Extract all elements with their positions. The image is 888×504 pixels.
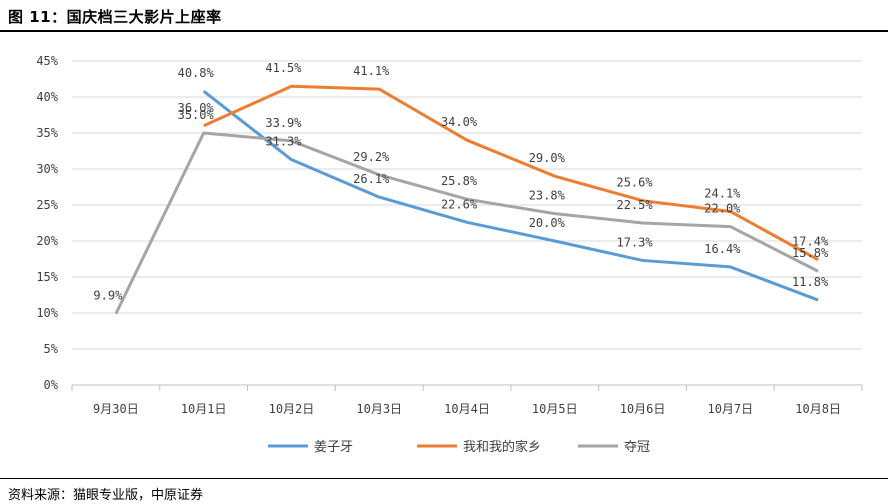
y-tick-label: 35% xyxy=(36,126,58,140)
x-tick-label: 10月5日 xyxy=(532,402,578,416)
series-line-1 xyxy=(203,84,819,262)
legend-label: 我和我的家乡 xyxy=(463,439,541,455)
data-label: 9.9% xyxy=(93,289,123,303)
data-label: 40.8% xyxy=(178,66,215,80)
data-label: 23.8% xyxy=(529,189,566,203)
legend-label: 夺冠 xyxy=(624,440,650,455)
data-label: 22.5% xyxy=(616,198,653,212)
x-tick-label: 10月4日 xyxy=(444,402,490,416)
data-label: 36.0% xyxy=(178,101,215,115)
x-tick-label: 10月1日 xyxy=(181,402,227,416)
data-label: 41.1% xyxy=(353,64,390,78)
x-tick-label: 10月2日 xyxy=(269,402,315,416)
y-tick-label: 20% xyxy=(36,234,58,248)
x-tick-label: 9月30日 xyxy=(93,402,139,416)
y-tick-label: 5% xyxy=(44,342,59,356)
data-label: 25.6% xyxy=(616,176,653,190)
data-label: 29.0% xyxy=(529,151,566,165)
y-tick-label: 15% xyxy=(36,270,58,284)
x-tick-label: 10月7日 xyxy=(707,402,753,416)
data-label: 11.8% xyxy=(792,275,829,289)
series-line-0 xyxy=(202,90,819,302)
x-tick-label: 10月3日 xyxy=(356,402,402,416)
figure-title: 图 11：国庆档三大影片上座率 xyxy=(8,8,222,26)
data-label: 17.3% xyxy=(616,235,653,249)
data-label: 17.4% xyxy=(792,235,829,249)
data-label: 33.9% xyxy=(265,116,302,130)
y-tick-label: 45% xyxy=(36,54,58,68)
data-label: 35.0% xyxy=(178,108,215,122)
y-tick-label: 10% xyxy=(36,306,58,320)
data-label: 20.0% xyxy=(529,216,566,230)
data-label: 34.0% xyxy=(441,115,478,129)
footer-divider xyxy=(0,478,888,479)
x-tick-label: 10月8日 xyxy=(795,402,841,416)
data-label: 29.2% xyxy=(353,150,390,164)
data-label: 41.5% xyxy=(265,61,302,75)
data-label: 16.4% xyxy=(704,242,741,256)
data-label: 22.6% xyxy=(441,197,478,211)
data-label: 31.3% xyxy=(265,135,302,149)
y-tick-label: 40% xyxy=(36,90,58,104)
source-note: 资料来源：猫眼专业版，中原证券 xyxy=(8,488,204,503)
y-tick-label: 30% xyxy=(36,162,58,176)
data-label: 25.8% xyxy=(441,174,478,188)
y-tick-label: 25% xyxy=(36,198,58,212)
series-line-2 xyxy=(114,131,819,315)
data-label: 15.8% xyxy=(792,246,829,260)
data-label: 26.1% xyxy=(353,172,390,186)
title-divider xyxy=(0,30,888,32)
x-tick-label: 10月6日 xyxy=(620,402,666,416)
legend-label: 姜子牙 xyxy=(314,440,353,455)
y-tick-label: 0% xyxy=(44,378,59,392)
data-label: 24.1% xyxy=(704,186,741,200)
data-label: 22.0% xyxy=(704,202,741,216)
line-chart: 0% 5% 10% 15% 20% 25% 30% 35% 40% 45% 9月30日 10月1日 10… xyxy=(36,54,863,455)
